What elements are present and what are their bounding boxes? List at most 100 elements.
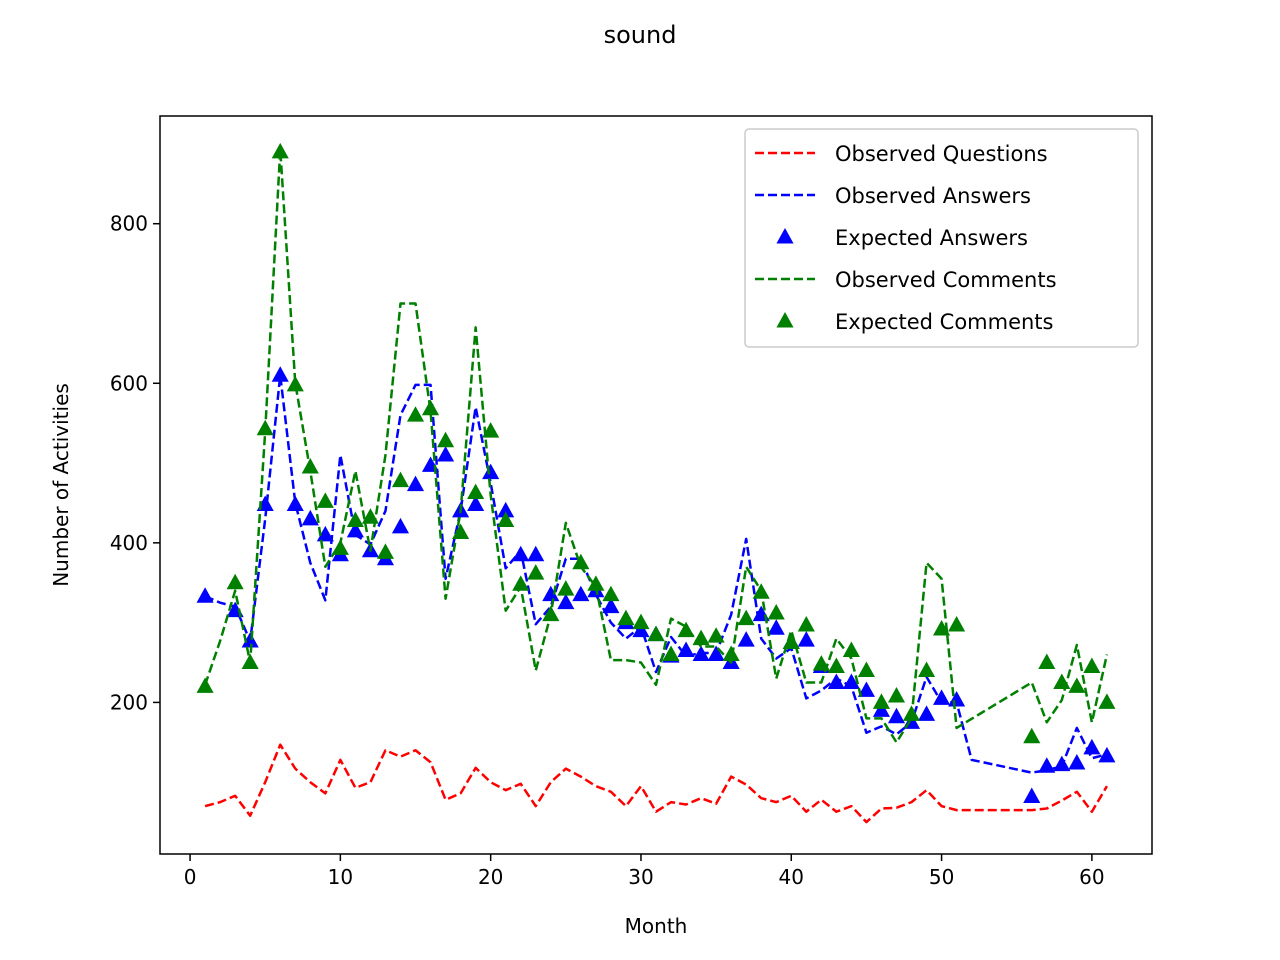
expected-comments-marker	[797, 616, 815, 632]
x-tick-label: 40	[779, 865, 804, 889]
expected-comments-marker	[872, 693, 891, 709]
observed-answers-line	[204, 374, 1108, 774]
y-axis-label: Number of Activities	[49, 383, 73, 587]
expected-comments-marker	[602, 585, 620, 602]
legend-item: Expected Answers	[776, 226, 1028, 250]
expected-answers-marker	[391, 517, 410, 534]
legend: Observed Questions Observed Answers Expect…	[744, 128, 1139, 348]
expected-comments-marker	[542, 605, 560, 622]
legend-label: Expected Answers	[835, 226, 1028, 250]
x-tick-label: 10	[328, 865, 353, 889]
expected-comments-marker	[467, 483, 485, 500]
expected-answers-marker	[512, 545, 530, 562]
expected-comments-marker	[917, 661, 936, 677]
expected-comments-marker	[752, 583, 770, 599]
expected-comments-marker	[722, 645, 740, 662]
expected-answers-marker	[933, 689, 951, 705]
expected-comments-marker	[241, 653, 259, 669]
expected-comments-marker	[842, 641, 860, 658]
expected-answers-marker	[827, 673, 845, 689]
expected-answers-marker	[572, 585, 590, 602]
expected-answers-marker	[602, 597, 620, 614]
expected-comments-marker	[271, 142, 289, 159]
expected-comments-marker	[827, 657, 845, 673]
y-tick-label: 600	[110, 371, 148, 395]
axes-frame	[159, 115, 1153, 855]
x-tick-label: 20	[478, 865, 503, 889]
expected-comments-marker	[331, 539, 349, 555]
expected-answers-marker	[406, 475, 425, 492]
expected-comments-marker	[497, 511, 515, 527]
expected-answers-marker	[917, 705, 936, 721]
expected-answers-marker	[527, 545, 545, 562]
x-tick-label: 60	[1079, 865, 1104, 889]
expected-comments-marker	[437, 431, 455, 448]
expected-answers-marker	[872, 701, 891, 717]
expected-answers-marker	[482, 463, 500, 480]
x-axis: 0 10 20 30 40 50 60	[184, 854, 1105, 889]
expected-comments-marker	[286, 375, 304, 392]
expected-comments-marker	[782, 633, 800, 650]
y-tick-label: 800	[110, 212, 148, 236]
legend-label: Observed Questions	[835, 142, 1048, 166]
expected-answers-marker	[842, 673, 860, 689]
expected-answers-marker	[286, 495, 304, 512]
expected-comments-marker	[512, 575, 530, 591]
expected-comments-marker	[647, 625, 665, 642]
expected-comments-marker	[692, 629, 710, 646]
expected-comments-marker	[1038, 653, 1056, 669]
expected-comments-marker	[316, 492, 334, 508]
expected-comments-marker	[948, 616, 966, 632]
expected-comments-marker	[196, 677, 214, 693]
expected-comments-marker	[1023, 727, 1041, 744]
expected-answers-markers	[196, 366, 1116, 804]
expected-comments-marker	[406, 406, 425, 422]
expected-comments-marker	[301, 458, 319, 474]
expected-comments-marker	[887, 687, 906, 703]
expected-answers-marker	[887, 707, 906, 724]
expected-comments-marker	[857, 661, 875, 677]
expected-answers-marker	[1083, 738, 1101, 755]
expected-answers-marker	[1038, 757, 1056, 773]
expected-answers-marker	[1023, 787, 1041, 804]
expected-answers-marker	[467, 495, 485, 512]
legend-label: Expected Comments	[835, 310, 1053, 334]
expected-answers-marker	[692, 645, 710, 662]
x-tick-label: 30	[628, 865, 653, 889]
y-tick-label: 200	[110, 690, 148, 714]
expected-answers-marker	[737, 631, 755, 647]
expected-comments-marker	[226, 573, 244, 590]
chart-title: sound	[604, 21, 677, 49]
expected-comments-marker	[361, 508, 379, 524]
expected-answers-marker	[1068, 754, 1086, 770]
expected-comments-marker	[1053, 673, 1071, 689]
y-axis: 200 400 600 800	[110, 212, 160, 714]
legend-label: Observed Answers	[835, 184, 1031, 208]
expected-comments-marker	[482, 422, 500, 438]
expected-answers-marker	[542, 585, 560, 602]
expected-comments-marker	[557, 580, 575, 596]
expected-answers-marker	[677, 641, 695, 658]
observed-questions-line	[204, 743, 1108, 824]
expected-answers-marker	[857, 681, 875, 697]
expected-comments-marker	[662, 645, 680, 662]
x-axis-label: Month	[625, 914, 688, 938]
expected-comments-marker	[346, 511, 364, 527]
expected-comments-marker	[1068, 677, 1086, 693]
expected-comments-marker	[376, 543, 395, 559]
expected-answers-marker	[632, 621, 650, 638]
expected-comments-marker	[737, 609, 755, 626]
expected-answers-marker	[797, 631, 815, 647]
plot-area	[196, 142, 1116, 824]
expected-answers-marker	[271, 366, 289, 382]
expected-comments-markers	[196, 142, 1116, 744]
legend-swatch	[776, 228, 794, 244]
legend-label: Observed Comments	[835, 268, 1057, 292]
expected-answers-marker	[707, 645, 725, 662]
expected-comments-marker	[902, 705, 921, 721]
expected-comments-marker	[527, 564, 545, 580]
expected-answers-marker	[301, 509, 319, 526]
legend-swatch	[776, 312, 794, 328]
expected-comments-marker	[572, 553, 590, 570]
